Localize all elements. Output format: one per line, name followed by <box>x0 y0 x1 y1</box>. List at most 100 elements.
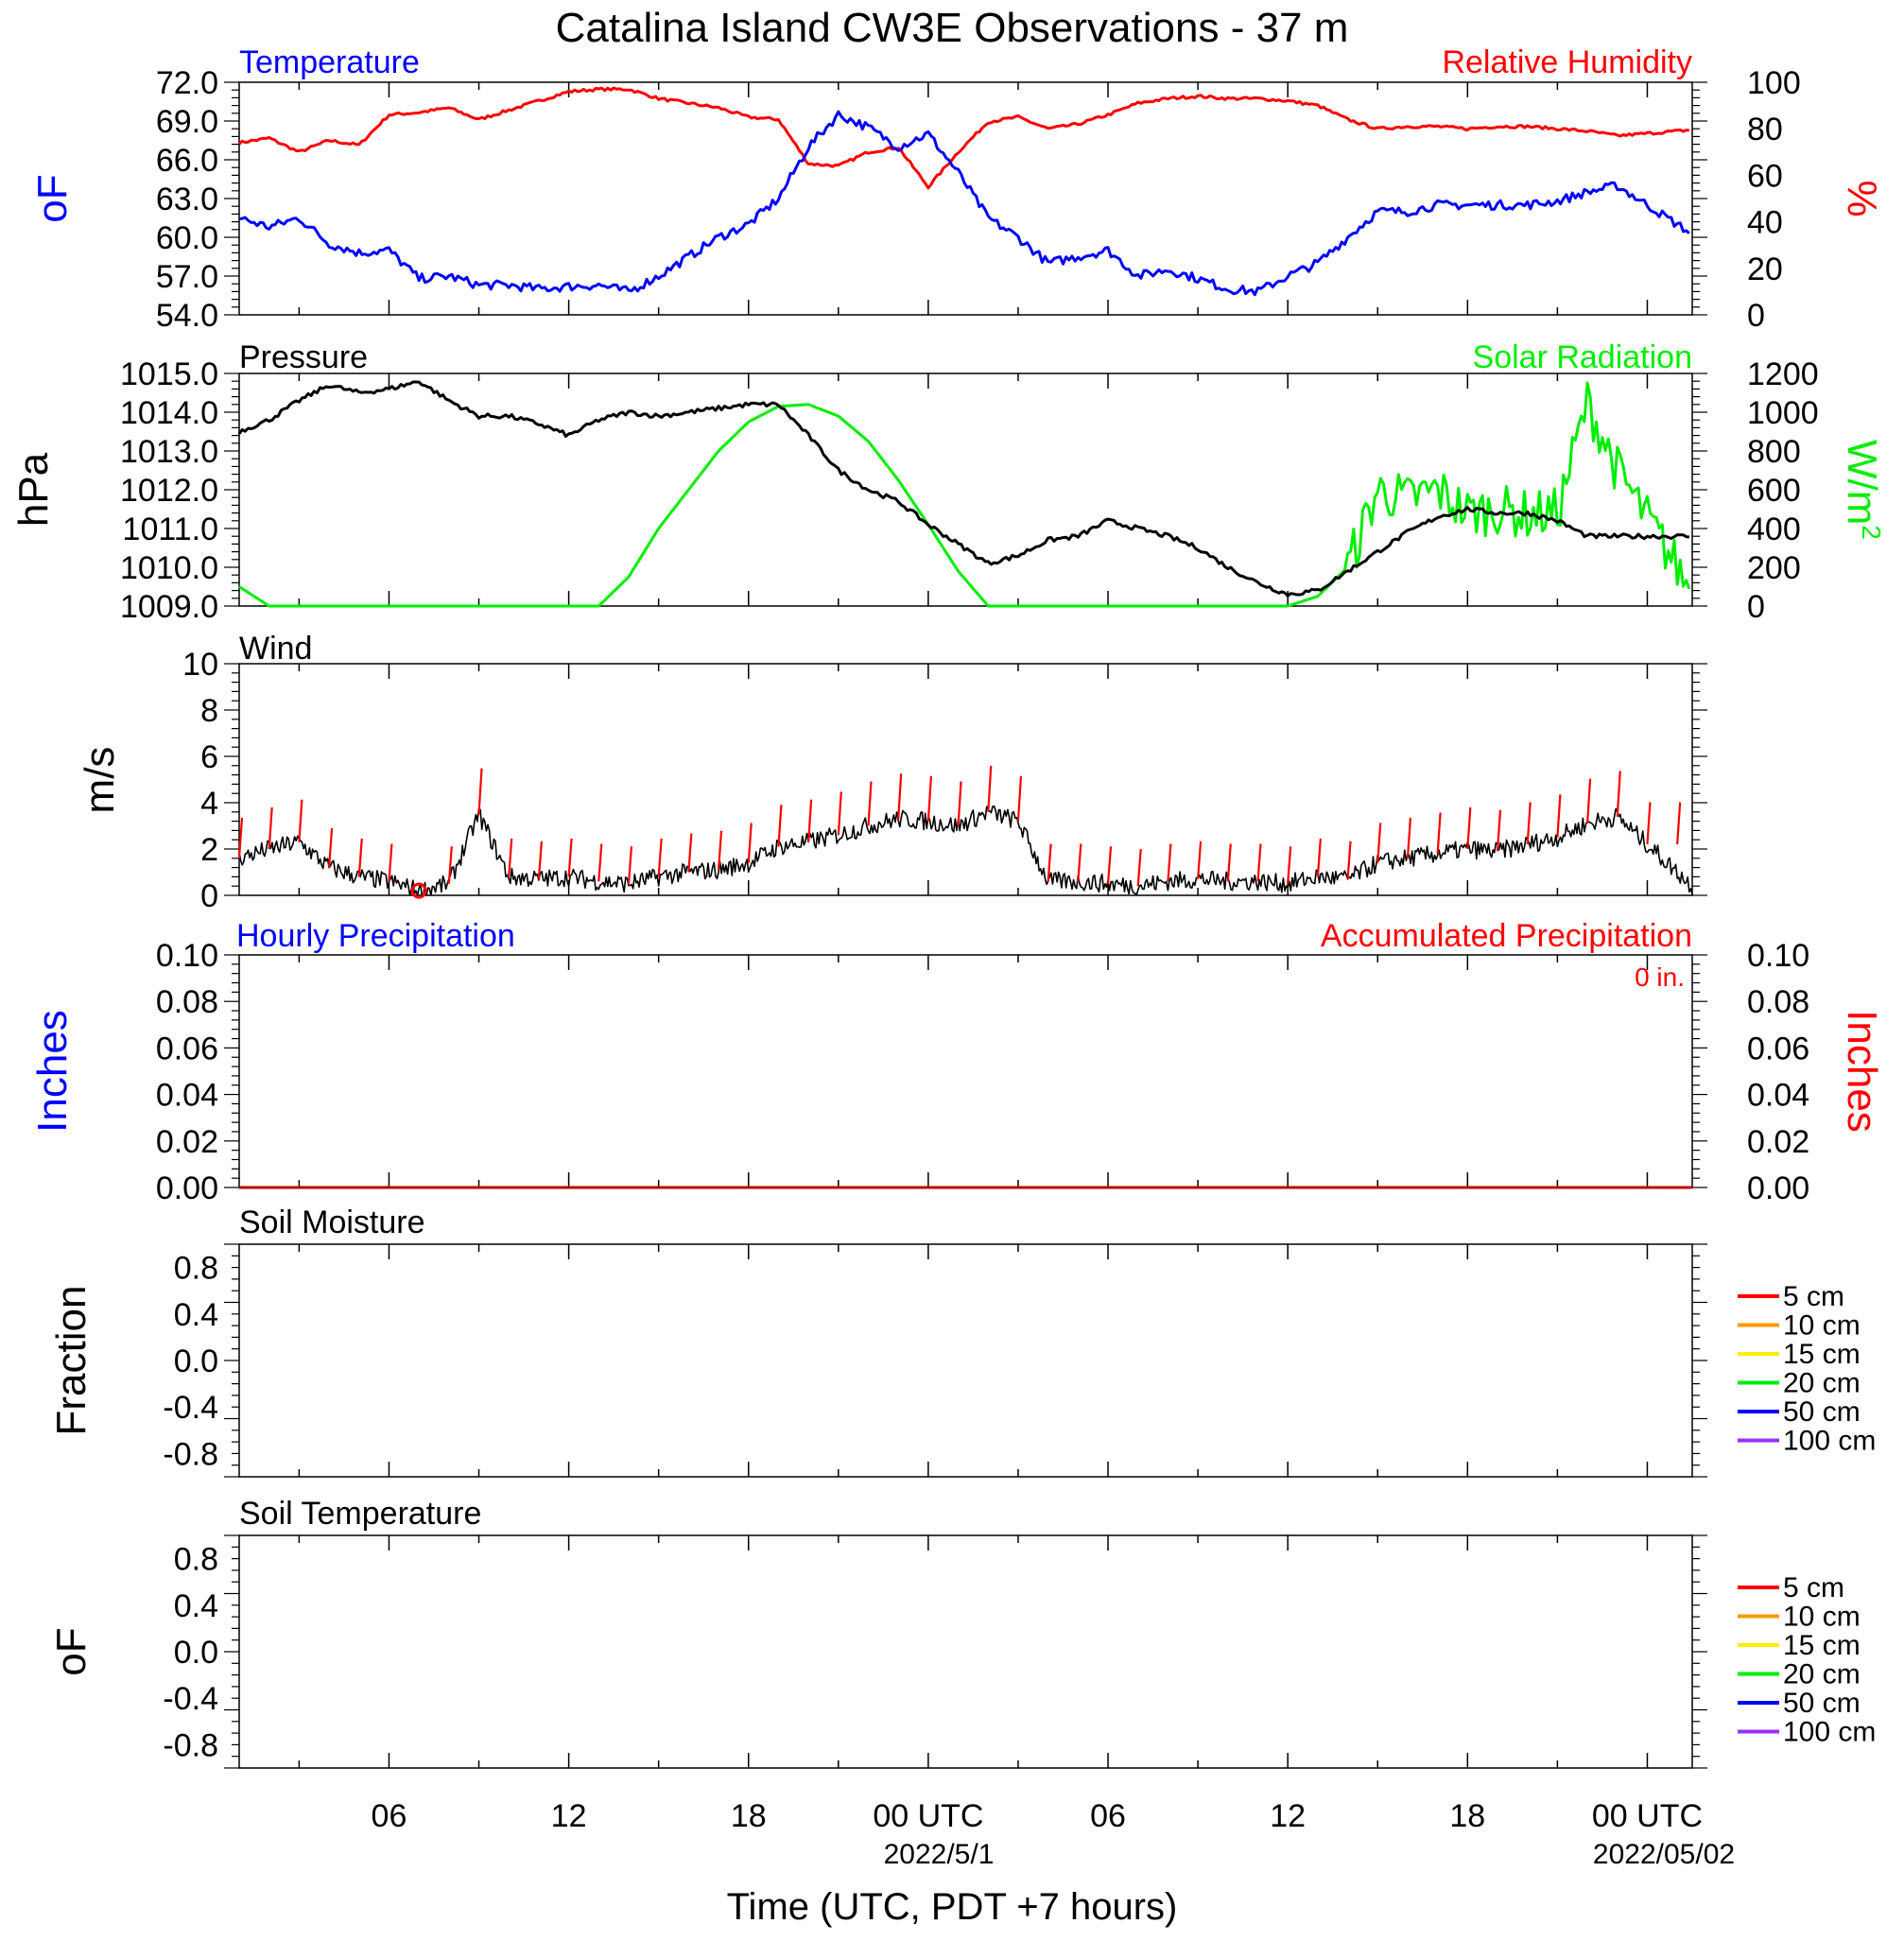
legend-label: 5 cm <box>1783 1572 1844 1603</box>
wind-barb <box>1585 778 1592 824</box>
x-tick-label: 06 <box>372 1798 407 1834</box>
wind-barb <box>867 781 873 826</box>
wind-barb <box>447 846 453 884</box>
wind-barb <box>747 823 753 863</box>
y2-tick-label: 0 <box>1747 298 1765 334</box>
wind-barb <box>1526 802 1532 845</box>
y-tick-label: 0.06 <box>156 1031 218 1066</box>
panel-wind: 10 8 6 4 2 0 Wind m/s <box>77 631 1707 914</box>
y-tick-label: 1011.0 <box>123 511 218 547</box>
wind-barb <box>477 768 483 815</box>
y-tick-label: 0.4 <box>174 1297 218 1333</box>
accum-precip-title: Accumulated Precipitation <box>1321 918 1692 954</box>
y2-tick-label: 200 <box>1747 550 1801 586</box>
y2-tick-label: 0 <box>1747 589 1765 625</box>
y-tick-label: 0.02 <box>156 1124 218 1160</box>
wind-barb <box>1346 841 1352 879</box>
y2-tick-label: 600 <box>1747 473 1801 509</box>
x-axis: 2022/5/1 2022/05/02 Time (UTC, PDT +7 ho… <box>372 1798 1736 1928</box>
y-tick-label: 4 <box>200 786 218 822</box>
panel-pressure-solar: 1015.01014.01013.01012.01011.01010.01009… <box>10 339 1887 625</box>
x-tick-label: 18 <box>731 1798 767 1834</box>
soil_moisture-title: Soil Moisture <box>239 1204 425 1240</box>
wind-barb <box>1406 817 1412 858</box>
temperature-unit: oF <box>29 174 76 222</box>
wind-barb <box>1436 812 1442 854</box>
panel-wind-frame <box>238 663 1693 896</box>
wind-barb <box>957 781 962 826</box>
legend-label: 50 cm <box>1783 1688 1861 1719</box>
date-label-2022-05-02: 2022/05/02 <box>1593 1839 1735 1870</box>
wind-barb <box>1376 823 1382 863</box>
y-tick-label: 0.8 <box>174 1251 218 1287</box>
y-tick-label: 0 <box>200 878 218 914</box>
wind-barb <box>1047 843 1052 882</box>
wind-barb <box>687 833 693 873</box>
y-tick-label: 1014.0 <box>120 395 218 431</box>
x-tick-label: 12 <box>1270 1798 1306 1834</box>
wind-barb <box>298 799 303 842</box>
y-tick-label: 0.8 <box>174 1542 218 1578</box>
wind-barb <box>1106 846 1113 884</box>
wind-barb <box>357 838 363 877</box>
wind-barb <box>987 765 993 812</box>
temperature-line <box>238 110 1690 297</box>
wind-barb <box>1197 841 1203 879</box>
wind-speed-line <box>238 805 1693 896</box>
accum-precip-total: 0 in. <box>1635 962 1685 992</box>
y-tick-label: 63.0 <box>156 182 218 217</box>
humidity-line <box>237 86 1689 190</box>
legend-label: 100 cm <box>1783 1717 1876 1748</box>
wind-barb <box>388 843 393 882</box>
y-tick-label: 1012.0 <box>120 473 218 509</box>
soil_moisture-unit: Fraction <box>48 1286 95 1436</box>
y-tick-label: 69.0 <box>156 104 218 140</box>
solar-unit-base: W/m <box>1839 440 1885 525</box>
y-tick-label: 0.0 <box>174 1635 218 1671</box>
y2-tick-label: 40 <box>1747 205 1783 241</box>
y-tick-label: 72.0 <box>156 65 218 101</box>
legend-label: 10 cm <box>1783 1310 1861 1342</box>
wind-title: Wind <box>239 631 312 667</box>
y2-tick-label: 0.10 <box>1747 938 1809 974</box>
wind-barb <box>237 817 244 858</box>
y2-tick-label: 400 <box>1747 511 1801 547</box>
panel-temp-rh: 72.069.066.063.060.057.054.0 100 80 60 40 20 0… <box>29 44 1885 334</box>
y2-tick-label: 0.00 <box>1747 1170 1809 1206</box>
wind-barb <box>537 841 544 879</box>
y-tick-label: 54.0 <box>156 298 218 334</box>
panel-precip-frame <box>238 954 1693 1188</box>
y-tick-label: 6 <box>200 739 218 775</box>
x-tick-label: 06 <box>1090 1798 1126 1834</box>
temperature-title: Temperature <box>239 44 420 80</box>
y-tick-label: 1015.0 <box>120 356 218 392</box>
y-tick-label: 0.00 <box>156 1170 218 1206</box>
wind-barb <box>1556 794 1562 838</box>
wind-barb <box>567 838 573 877</box>
x-tick-label: 00 UTC <box>1592 1798 1703 1834</box>
legend-label: 5 cm <box>1783 1281 1844 1312</box>
wind-barb <box>1287 846 1292 884</box>
y2-tick-label: 1200 <box>1747 356 1819 392</box>
y-tick-label: 1009.0 <box>120 589 218 625</box>
wind-barb <box>508 838 513 877</box>
y-tick-label: 2 <box>200 832 218 868</box>
calm-wind-marker <box>410 882 427 899</box>
solar-title: Solar Radiation <box>1473 339 1692 375</box>
wind-barb <box>717 830 723 871</box>
panel-pressure-solar-frame <box>238 373 1693 607</box>
pressure-title: Pressure <box>239 339 368 375</box>
legend-label: 10 cm <box>1783 1602 1861 1633</box>
wind-barb <box>1167 843 1172 882</box>
y-tick-label: 1013.0 <box>120 434 218 470</box>
y2-tick-label: 0.02 <box>1747 1124 1809 1160</box>
chart-title: Catalina Island CW3E Observations - 37 m <box>556 5 1349 51</box>
wind-barb <box>1316 838 1322 877</box>
y-tick-label: 0.08 <box>156 984 218 1020</box>
y-tick-label: -0.4 <box>163 1681 218 1717</box>
soil_temp-unit: oF <box>48 1627 95 1675</box>
wind-barb <box>837 791 842 836</box>
y2-tick-label: 20 <box>1747 251 1783 287</box>
